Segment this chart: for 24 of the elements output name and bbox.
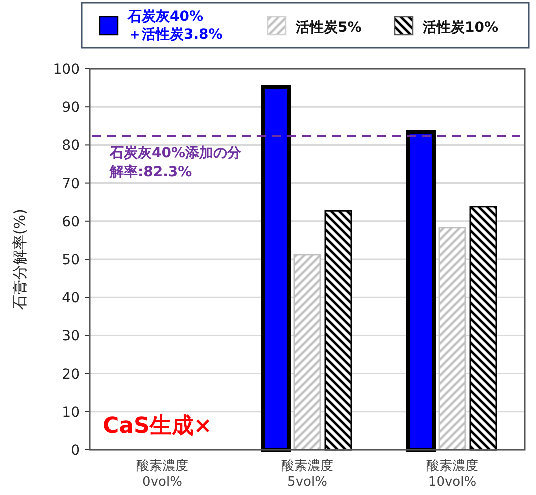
y-tick-label: 80 xyxy=(62,138,80,154)
x-tick-label: 酸素濃度 0vol% xyxy=(136,458,188,490)
y-tick-label: 10 xyxy=(62,404,80,421)
ref-line-label: 石炭灰40%添加の分解率:82.3% xyxy=(109,145,243,180)
y-tick-label: 90 xyxy=(62,100,80,116)
y-tick-label: 100 xyxy=(53,62,80,78)
y-axis-title: 石膏分解率(%) xyxy=(11,209,29,310)
y-tick-label: 20 xyxy=(62,366,80,383)
legend-label: 活性炭5% xyxy=(295,20,362,36)
y-tick-label: 50 xyxy=(62,252,80,268)
bar xyxy=(294,254,322,451)
bar xyxy=(324,210,352,451)
y-tick-label: 70 xyxy=(62,176,80,192)
y-tick-label: 30 xyxy=(62,328,80,345)
x-tick-label: 酸素濃度 5vol% xyxy=(282,458,334,490)
x-tick-label: 酸素濃度 10vol% xyxy=(426,458,478,490)
y-tick-label: 0 xyxy=(71,443,80,459)
legend-label: 石炭灰40% ＋活性炭3.8% xyxy=(127,9,223,43)
y-tick-label: 40 xyxy=(62,290,80,307)
y-tick-label: 60 xyxy=(62,214,80,230)
annotation: CaS生成× xyxy=(103,414,212,439)
bar xyxy=(438,227,466,451)
legend-label: 活性炭10% xyxy=(422,20,499,36)
bar xyxy=(470,206,498,451)
